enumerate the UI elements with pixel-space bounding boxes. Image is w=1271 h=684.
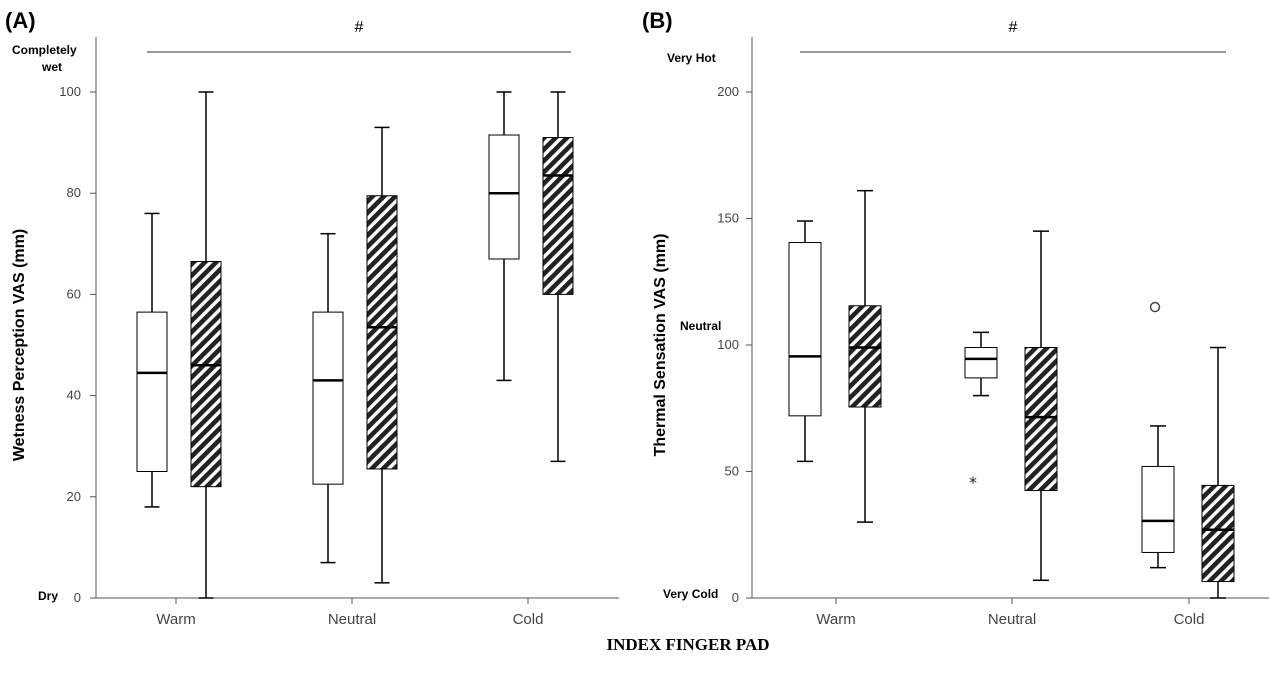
- panel-b-box-hatched: [1201, 484, 1235, 583]
- chart-marks: 0 20 40 60 80 100 Warm Neutral Cold 0 50 100 150 200 W…: [59, 37, 1269, 628]
- panel-a-label: (A): [5, 8, 36, 33]
- panel-a-box-hatched: [366, 195, 398, 470]
- panel-a-box-hatched: [190, 261, 222, 488]
- panel-b-y-tick-label: 150: [717, 211, 739, 226]
- panel-a-x-tick-label: Cold: [513, 611, 544, 628]
- panel-a-box-open: [488, 134, 520, 260]
- panel-a-box-hatched: [542, 137, 574, 295]
- panel-b-label: (B): [642, 8, 673, 33]
- panel-a-x-tick-label: Warm: [156, 611, 195, 628]
- panel-a-x-tick-label: Neutral: [328, 611, 376, 628]
- panel-b-box-hatched: [848, 305, 882, 408]
- panel-b-outlier-marker: [1149, 301, 1161, 313]
- panel-b-box-open: [788, 242, 822, 417]
- panel-b-y-tick-label: 200: [717, 84, 739, 99]
- panel-b-x-tick-label: Neutral: [988, 611, 1036, 628]
- panel-b-x-tick-label: Cold: [1174, 611, 1205, 628]
- figure-footer-label: INDEX FINGER PAD: [606, 635, 769, 654]
- panel-b-significance-marker: #: [1009, 19, 1018, 36]
- panel-b-anchor-top: Very Hot: [667, 51, 716, 65]
- panel-a-anchor-top-line2: wet: [41, 60, 62, 74]
- panel-a-box-open: [136, 311, 168, 472]
- panel-a-box-open: [312, 311, 344, 485]
- panel-a-y-tick-label: 20: [67, 489, 81, 504]
- panel-b-y-tick-label: 100: [717, 337, 739, 352]
- panel-b-box-hatched: [1024, 347, 1058, 491]
- panel-b-y-tick-label: 50: [725, 464, 739, 479]
- panel-b-box-open: [1141, 465, 1175, 553]
- panel-a-significance-marker: #: [355, 19, 364, 36]
- panel-a-y-tick-label: 0: [74, 590, 81, 605]
- panel-b-box-open: [964, 347, 998, 379]
- panel-a-y-tick-label: 80: [67, 185, 81, 200]
- panel-a-y-tick-label: 100: [59, 84, 81, 99]
- panel-a-anchor-top-line1: Completely: [12, 43, 77, 57]
- panel-b-anchor-mid: Neutral: [680, 319, 721, 333]
- panel-a-y-tick-label: 60: [67, 286, 81, 301]
- panel-b-x-tick-label: Warm: [816, 611, 855, 628]
- panel-a-y-tick-label: 40: [67, 388, 81, 403]
- panel-a-y-axis-label: Wetness Perception VAS (mm): [11, 229, 28, 461]
- panel-b-anchor-bottom: Very Cold: [663, 587, 718, 601]
- panel-a-anchor-bottom: Dry: [38, 589, 58, 603]
- panel-b-y-axis-label: Thermal Sensation VAS (mm): [652, 234, 669, 457]
- panel-b-y-tick-label: 0: [732, 590, 739, 605]
- panel-b-extreme-outlier-marker: *: [969, 473, 977, 492]
